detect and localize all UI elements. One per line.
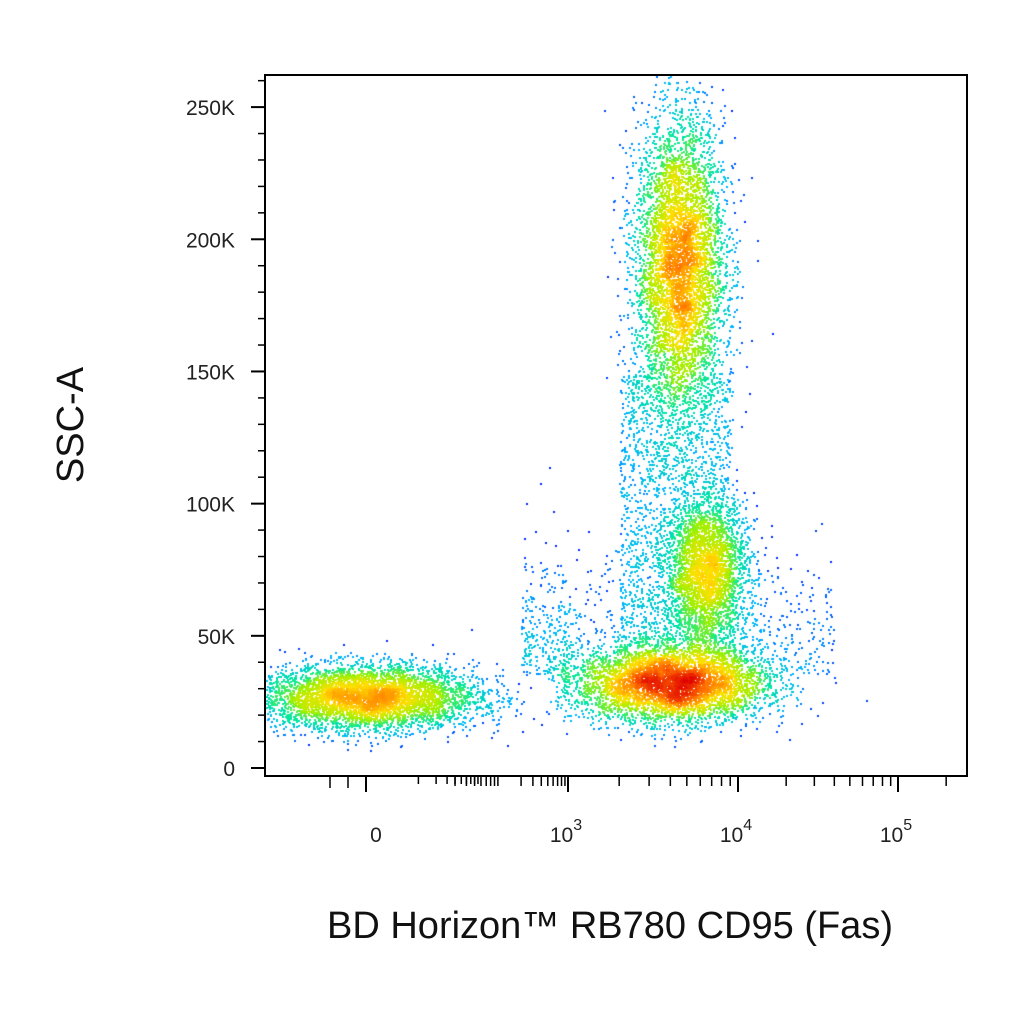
x-axis-label: BD Horizon™ RB780 CD95 (Fas) — [327, 905, 893, 947]
plot-frame — [264, 74, 968, 777]
x-tick-label: 105 — [880, 817, 912, 847]
y-axis: 0 50K 100K 150K 200K 250K — [186, 79, 265, 781]
x-tick-label: 103 — [550, 817, 582, 847]
x-tick-label: 0 — [370, 824, 382, 847]
y-tick-label: 0 — [223, 758, 235, 781]
density-dot-cloud — [266, 76, 968, 776]
y-tick-label: 150K — [186, 361, 235, 384]
x-tick-label: 104 — [720, 817, 752, 847]
y-tick-label: 50K — [198, 626, 235, 649]
y-axis-label: SSC-A — [50, 366, 92, 484]
y-tick-label: 200K — [186, 229, 235, 252]
y-tick-label: 250K — [186, 97, 235, 120]
x-axis: 0 103 104 105 — [329, 776, 947, 847]
y-tick-label: 100K — [186, 494, 235, 517]
